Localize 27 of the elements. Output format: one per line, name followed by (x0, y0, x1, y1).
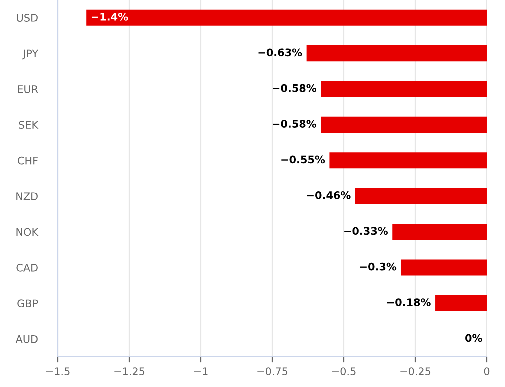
x-tick-label: −1.25 (114, 368, 145, 376)
data-label: −0.3% (360, 262, 397, 271)
x-tick-label: −1 (194, 368, 208, 376)
y-tick-label: JPY (22, 50, 39, 60)
data-label: −0.33% (344, 227, 388, 236)
data-label: −0.55% (282, 156, 326, 164)
data-label: −0.18% (387, 298, 431, 306)
y-tick-label: SEK (19, 121, 39, 130)
y-tick-label: CHF (18, 156, 38, 165)
y-tick-label: NOK (16, 228, 39, 236)
y-tick-label: GBP (18, 300, 38, 308)
x-tick-label: −1.5 (46, 368, 70, 376)
y-tick-label: CAD (16, 264, 38, 272)
y-tick-label: NZD (16, 192, 38, 200)
x-tick-label: 0 (484, 368, 490, 376)
data-label: 0% (466, 334, 482, 342)
x-tick-label: −0.5 (332, 368, 356, 376)
data-label: −0.58% (273, 84, 316, 92)
y-tick-label: EUR (18, 86, 38, 94)
data-label: −0.63% (258, 48, 302, 57)
data-label: −0.58% (273, 120, 316, 128)
y-tick-label: AUD (16, 336, 38, 344)
x-tick-label: −0.75 (258, 368, 288, 376)
data-label: −0.46% (307, 191, 351, 200)
y-tick-label: USD (17, 14, 38, 22)
x-tick-label: −0.25 (400, 368, 431, 376)
data-label: −1.4% (92, 12, 128, 21)
